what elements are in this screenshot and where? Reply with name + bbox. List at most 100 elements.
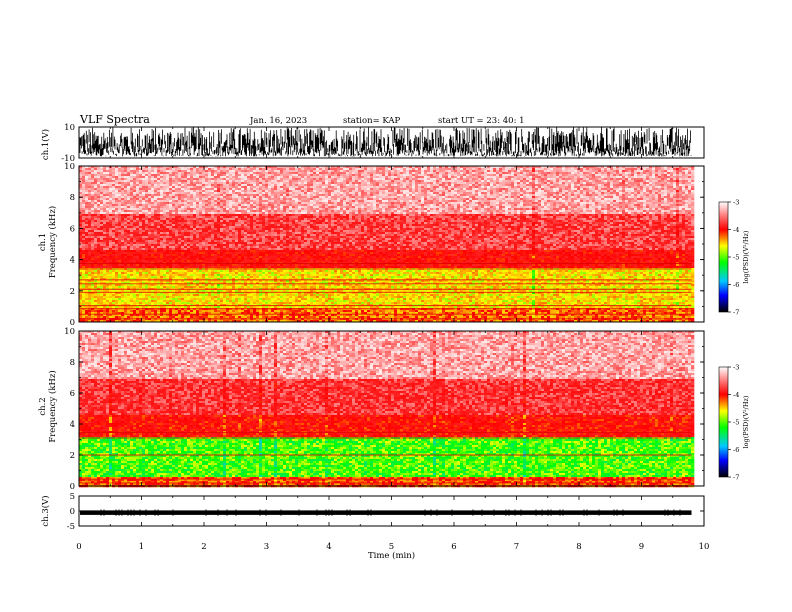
ch1-spectrogram-cell bbox=[166, 220, 169, 222]
ch1-spectrogram-cell bbox=[112, 258, 115, 260]
ch1-spectrogram-cell bbox=[127, 264, 130, 266]
ch1-spectrogram-cell bbox=[103, 286, 106, 288]
ch1-spectrogram-cell bbox=[205, 216, 208, 218]
ch1-spectrogram-cell bbox=[151, 188, 154, 190]
ch1-spectrogram-cell bbox=[193, 250, 196, 252]
ch1-spectrogram-cell bbox=[103, 302, 106, 304]
ch1-spectrogram-cell bbox=[175, 202, 178, 204]
ch1-spectrogram-cell bbox=[205, 220, 208, 222]
ch1-spectrogram-cell bbox=[202, 216, 205, 218]
ch1-spectrogram-cell bbox=[184, 286, 187, 288]
ch1-spectrogram-cell bbox=[136, 186, 139, 188]
ch1-spectrogram-cell bbox=[136, 232, 139, 234]
ch1-spectrogram-cell bbox=[103, 168, 106, 170]
ch1-spectrogram-cell bbox=[100, 220, 103, 222]
ch1-spectrogram-cell bbox=[157, 286, 160, 288]
ch1-spectrogram-cell bbox=[103, 230, 106, 232]
ch1-spectrogram-cell bbox=[232, 284, 235, 286]
ch1-spectrogram-cell bbox=[193, 218, 196, 220]
ch1-spectrogram-cell bbox=[142, 264, 145, 266]
ch1-spectrogram-cell bbox=[160, 280, 163, 282]
ch1-spectrogram-cell bbox=[97, 236, 100, 238]
ch1-spectrogram-cell bbox=[211, 244, 214, 246]
ch1-spectrogram-cell bbox=[118, 212, 121, 214]
ch1-spectrogram-cell bbox=[151, 234, 154, 236]
ch1-spectrogram-cell bbox=[154, 212, 157, 214]
ch1-spectrogram-cell bbox=[211, 240, 214, 242]
ch1-spectrogram-cell bbox=[148, 234, 151, 236]
ch1-spectrogram-cell bbox=[163, 296, 166, 298]
ch1-spectrogram-cell bbox=[133, 300, 136, 302]
ch1-spectrogram-cell bbox=[211, 234, 214, 236]
ch1-spectrogram-cell bbox=[217, 260, 220, 262]
ch1-spectrogram-cell bbox=[88, 286, 91, 288]
ch1-spectrogram-cell bbox=[205, 252, 208, 254]
ch1-spectrogram-cell bbox=[208, 266, 211, 268]
ch1-spectrogram-cell bbox=[163, 176, 166, 178]
ch1-spectrogram-cell bbox=[94, 260, 97, 262]
ch1-spectrogram-cell bbox=[82, 310, 85, 312]
ch1-spectrogram-cell bbox=[178, 222, 181, 224]
ch1-spectrogram-cell bbox=[142, 306, 145, 308]
ch1-spectrogram-cell bbox=[124, 248, 127, 250]
ch1-spectrogram-cell bbox=[229, 216, 232, 218]
ch1-spectrogram-cell bbox=[109, 270, 112, 272]
ch1-spectrogram-cell bbox=[100, 254, 103, 256]
ch1-spectrogram-cell bbox=[214, 208, 217, 210]
ch1-spectrogram-cell bbox=[208, 204, 211, 206]
ch1-spectrogram-cell bbox=[169, 184, 172, 186]
ch1-spectrogram-cell bbox=[94, 242, 97, 244]
ch1-spectrogram-cell bbox=[220, 256, 223, 258]
ch1-spectrogram-cell bbox=[208, 258, 211, 260]
ch1-spectrogram-cell bbox=[148, 230, 151, 232]
ch1-spectrogram-cell bbox=[190, 310, 193, 312]
ch1-spectrogram-cell bbox=[202, 274, 205, 276]
ch1-spectrogram-cell bbox=[187, 298, 190, 300]
ch1-spectrogram-cell bbox=[148, 270, 151, 272]
ch1-spectrogram-cell bbox=[88, 228, 91, 230]
ch1-spectrogram-cell bbox=[190, 168, 193, 170]
ch1-spectrogram-cell bbox=[154, 190, 157, 192]
ch1-spectrogram-cell bbox=[217, 234, 220, 236]
ch1-spectrogram-cell bbox=[175, 286, 178, 288]
ch1-spectrogram-cell bbox=[127, 208, 130, 210]
ch1-spectrogram-cell bbox=[160, 238, 163, 240]
ch1-spectrogram-cell bbox=[169, 228, 172, 230]
ch1-spectrogram-cell bbox=[202, 270, 205, 272]
ch1-spectrogram-cell bbox=[208, 170, 211, 172]
ch1-spectrogram-cell bbox=[124, 300, 127, 302]
ch1-spectrogram-cell bbox=[91, 286, 94, 288]
ch1-spectrogram-cell bbox=[235, 174, 238, 176]
ch1-spectrogram-cell bbox=[187, 182, 190, 184]
ch1-spectrogram-cell bbox=[94, 244, 97, 246]
ch1-spectrogram-cell bbox=[208, 248, 211, 250]
ch1-spectrogram-cell bbox=[130, 194, 133, 196]
ch1-spectrogram-cell bbox=[163, 284, 166, 286]
ch1-spectrogram-cell bbox=[100, 250, 103, 252]
ch1-spectrogram-cell bbox=[196, 188, 199, 190]
ch1-spectrogram-cell bbox=[184, 218, 187, 220]
ch1-spectrogram-cell bbox=[124, 208, 127, 210]
ch1-spectrogram-cell bbox=[172, 266, 175, 268]
ch1-spectrogram-cell bbox=[211, 286, 214, 288]
ch1-spectrogram-cell bbox=[85, 310, 88, 312]
ch1-spectrogram-cell bbox=[217, 264, 220, 266]
ch1-spectrogram-cell bbox=[154, 266, 157, 268]
ch1-spectrogram-cell bbox=[145, 306, 148, 308]
ch1-spectrogram-cell bbox=[157, 270, 160, 272]
ch1-spectrogram-cell bbox=[145, 310, 148, 312]
ch1-spectrogram-cell bbox=[142, 184, 145, 186]
ch1-spectrogram-cell bbox=[145, 174, 148, 176]
ch1-spectrogram-cell bbox=[226, 174, 229, 176]
ch1-spectrogram-cell bbox=[130, 258, 133, 260]
ch1-spectrogram-cell bbox=[136, 178, 139, 180]
ch1-spectrogram-cell bbox=[100, 196, 103, 198]
ch1-spectrogram-cell bbox=[205, 178, 208, 180]
ch1-spectrogram-cell bbox=[100, 218, 103, 220]
ch1-spectrogram-cell bbox=[181, 186, 184, 188]
ch1-spectrogram-cell bbox=[175, 234, 178, 236]
ch1-spectrogram-cell bbox=[121, 188, 124, 190]
ch1-spectrogram-cell bbox=[118, 210, 121, 212]
ch1-spectrogram-cell bbox=[169, 224, 172, 226]
ch1-spectrogram-cell bbox=[160, 306, 163, 308]
